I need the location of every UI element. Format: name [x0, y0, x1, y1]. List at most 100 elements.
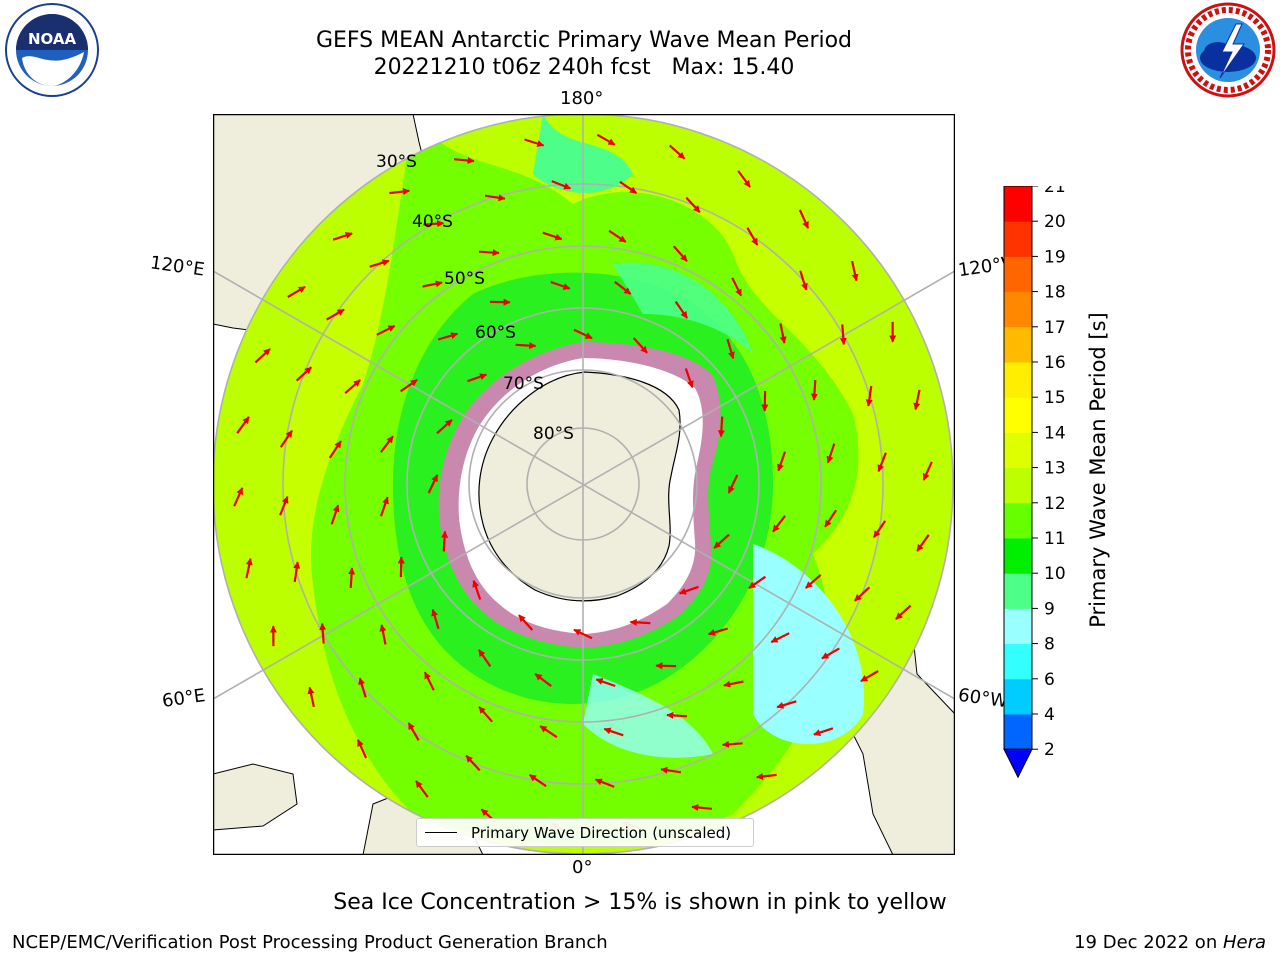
- footer-date-text: 19 Dec 2022 on: [1074, 932, 1223, 953]
- wave-arrow: [632, 337, 648, 354]
- footer-credit: NCEP/EMC/Verification Post Processing Pr…: [12, 932, 608, 953]
- wave-arrow: [524, 138, 545, 147]
- colorbar-block: [1004, 538, 1032, 574]
- wave-arrow: [356, 739, 368, 759]
- wave-arrow: [684, 368, 694, 389]
- wave-arrow: [332, 232, 353, 241]
- wave-arrow: [895, 604, 912, 620]
- wave-arrow: [369, 259, 390, 268]
- wave-arrow: [233, 487, 244, 507]
- wave-arrow: [236, 416, 250, 434]
- wave-arrow: [484, 194, 506, 202]
- colorbar-block: [1004, 221, 1032, 257]
- nws-logo: [1180, 2, 1276, 98]
- wave-arrow: [726, 338, 735, 360]
- wave-arrow: [573, 628, 593, 640]
- lat-label-80s: 80°S: [533, 424, 574, 444]
- wave-arrow: [824, 509, 838, 528]
- wave-arrow: [389, 188, 410, 196]
- wave-arrow: [737, 170, 751, 188]
- lat-label-40s: 40°S: [412, 212, 453, 232]
- wave-arrow: [539, 725, 558, 739]
- legend-line-icon: [425, 832, 457, 833]
- wave-arrow: [465, 754, 481, 772]
- wave-arrow: [756, 772, 777, 780]
- wave-arrow: [441, 530, 449, 552]
- colorbar: 2 4 6 8 9 10 11 12 13 14 15 16 17 18 19 20 21: [1003, 186, 1066, 779]
- colorbar-block: [1004, 432, 1032, 469]
- colorbar-label: Primary Wave Mean Period [s]: [1086, 312, 1110, 628]
- colorbar-tick-label: 9: [1044, 599, 1055, 619]
- wave-arrow: [799, 270, 808, 291]
- wave-arrow: [877, 452, 887, 473]
- wave-arrow: [478, 249, 500, 257]
- wave-arrow: [379, 496, 389, 517]
- wave-arrow: [813, 727, 834, 736]
- wave-arrow: [619, 180, 638, 195]
- wave-arrow: [772, 515, 786, 533]
- wave-arrow: [453, 156, 475, 165]
- sea-ice-note: Sea Ice Concentration > 15% is shown in …: [333, 890, 947, 915]
- footer-date: 19 Dec 2022 on Hera: [1074, 932, 1266, 953]
- colorbar-tick-label: 17: [1044, 318, 1066, 338]
- wave-arrow: [379, 624, 387, 645]
- wave-arrow: [872, 520, 887, 539]
- wave-arrow: [436, 419, 453, 435]
- colorbar-block: [1004, 714, 1032, 750]
- wave-arrow: [727, 474, 739, 494]
- colorbar-tick-label: 14: [1044, 423, 1066, 443]
- wave-arrow: [295, 366, 313, 382]
- wave-arrow: [713, 533, 730, 549]
- wave-arrow: [319, 622, 327, 644]
- colorbar-tick-label: 6: [1044, 670, 1055, 690]
- map-border: [213, 114, 955, 855]
- footer-machine: Hera: [1222, 932, 1266, 953]
- wave-arrow: [614, 281, 632, 295]
- colorbar-tick-label: 20: [1044, 212, 1066, 232]
- colorbar-tick-label: 16: [1044, 353, 1066, 373]
- colorbar-tick-label: 15: [1044, 388, 1066, 408]
- wave-arrow: [821, 647, 840, 660]
- wave-arrow: [376, 324, 396, 336]
- wave-arrow: [731, 277, 743, 297]
- colorbar-tick-label: 8: [1044, 635, 1055, 655]
- wave-arrow: [668, 144, 686, 160]
- wave-arrow: [528, 773, 547, 788]
- wave-arrow: [344, 379, 361, 395]
- wave-arrow: [279, 495, 289, 516]
- colorbar-blocks: [1003, 186, 1033, 779]
- wave-arrow: [431, 608, 440, 630]
- wave-arrow: [478, 706, 494, 723]
- lat-label-70s: 70°S: [503, 374, 544, 394]
- lon-label-60e: 60°E: [160, 685, 207, 712]
- wave-arrow: [851, 260, 859, 282]
- wave-arrow: [254, 348, 271, 364]
- wave-arrow: [348, 567, 356, 589]
- wave-arrow: [330, 504, 340, 525]
- wave-arrow: [798, 209, 810, 229]
- map-legend: Primary Wave Direction (unscaled): [416, 818, 754, 847]
- wave-arrow: [307, 686, 315, 708]
- wave-arrow: [922, 461, 933, 481]
- colorbar-block: [1004, 186, 1032, 222]
- wave-arrow: [770, 632, 790, 644]
- colorbar-block: [1004, 362, 1032, 398]
- wave-arrow: [515, 342, 537, 350]
- wave-arrow: [608, 229, 627, 243]
- wave-arrow: [293, 561, 301, 583]
- wave-arrow: [550, 280, 571, 290]
- wave-arrow: [358, 677, 367, 698]
- wave-arrow: [415, 780, 429, 798]
- wave-arrow: [399, 378, 418, 393]
- wave-arrow: [477, 649, 492, 668]
- wave-arrow: [672, 245, 688, 262]
- wave-arrow: [437, 332, 459, 341]
- noaa-logo: NOAA: [5, 3, 99, 97]
- colorbar-tick-label: 21: [1044, 186, 1066, 197]
- colorbar-block: [1004, 291, 1032, 328]
- colorbar-tick-label: 13: [1044, 459, 1066, 479]
- wave-arrow: [596, 133, 616, 146]
- wave-arrow: [666, 711, 688, 719]
- wave-arrow: [691, 803, 713, 812]
- wave-arrow: [423, 220, 445, 228]
